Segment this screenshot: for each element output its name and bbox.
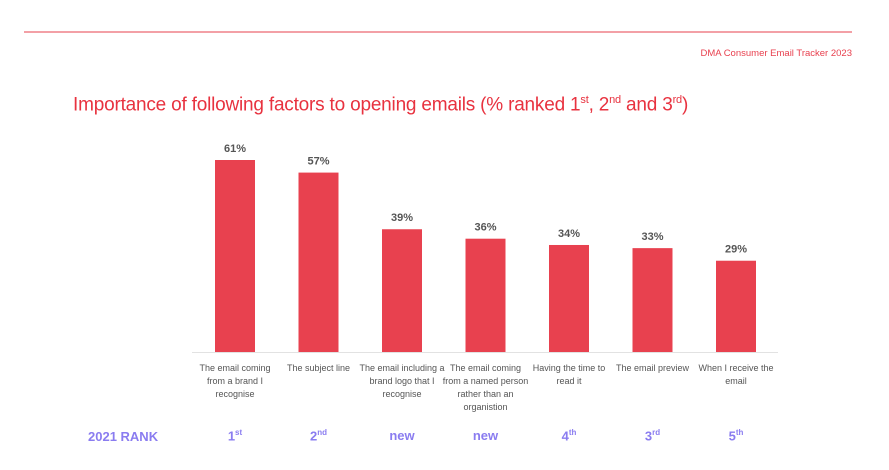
title-part: ) xyxy=(681,94,689,116)
rank-label: 4th xyxy=(561,428,577,444)
title-part: , 2 xyxy=(588,94,610,116)
category-label: Having the time to read it xyxy=(532,363,606,386)
bar xyxy=(465,238,506,352)
data-label: 29% xyxy=(725,244,747,256)
chart-title: Importance of following factors to openi… xyxy=(73,94,688,116)
title-part: and 3 xyxy=(620,94,673,116)
bar xyxy=(632,248,673,352)
rank-header: 2021 RANK xyxy=(88,429,159,444)
data-label: 36% xyxy=(474,222,496,234)
rank-label: 5th xyxy=(728,428,744,444)
title-part: rd xyxy=(672,94,683,106)
category-label: The email coming from a brand I recognis… xyxy=(199,363,271,399)
source-label: DMA Consumer Email Tracker 2023 xyxy=(700,48,852,59)
data-label: 57% xyxy=(307,156,329,168)
title-part: nd xyxy=(609,94,621,106)
bar xyxy=(298,172,339,352)
category-label: The email coming from a named person rat… xyxy=(442,363,529,412)
data-label: 39% xyxy=(391,212,413,224)
data-label: 61% xyxy=(224,143,246,155)
rank-label: 3rd xyxy=(644,428,661,444)
rank-label: new xyxy=(389,428,415,443)
rank-label: 1st xyxy=(227,428,243,444)
title-part: Importance of following factors to openi… xyxy=(73,94,581,116)
bar xyxy=(549,244,589,352)
title-part: st xyxy=(580,94,589,106)
category-label: The email including a brand logo that I … xyxy=(359,363,445,399)
category-label: When I receive the email xyxy=(698,363,774,386)
bar xyxy=(382,229,422,352)
bar xyxy=(716,260,756,352)
rank-label: new xyxy=(472,428,499,443)
bar xyxy=(215,160,255,352)
rank-label: 2nd xyxy=(309,428,327,444)
header-divider xyxy=(24,31,852,33)
data-label: 34% xyxy=(558,228,580,240)
category-label: The subject line xyxy=(286,363,351,373)
data-label: 33% xyxy=(641,231,663,243)
category-label: The email preview xyxy=(615,363,690,373)
